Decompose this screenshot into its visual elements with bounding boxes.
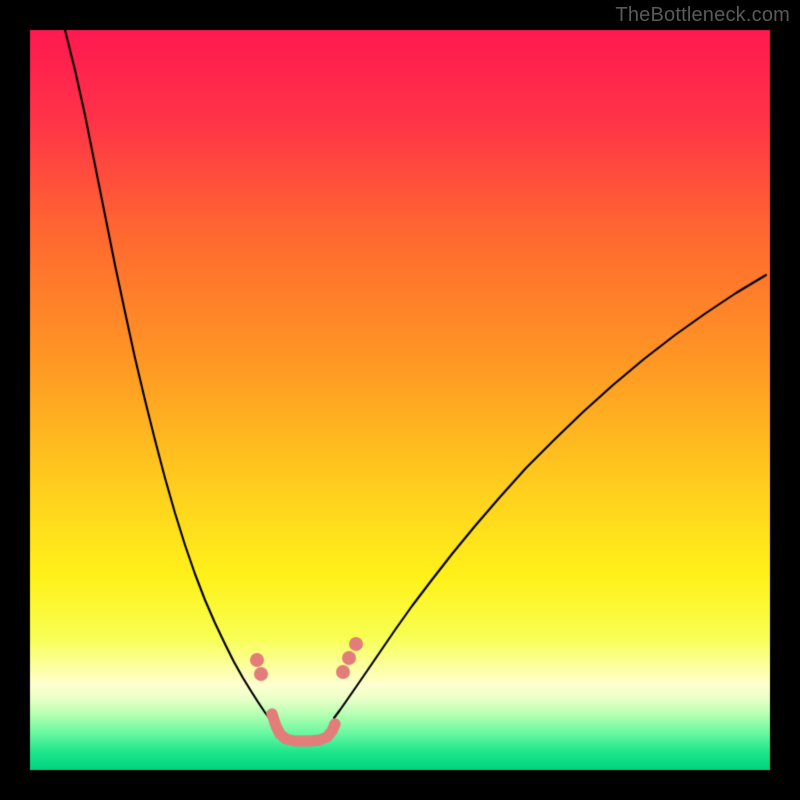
bottleneck-chart-canvas: [0, 0, 800, 800]
watermark-text: TheBottleneck.com: [615, 4, 790, 27]
chart-stage: TheBottleneck.com: [0, 0, 800, 800]
